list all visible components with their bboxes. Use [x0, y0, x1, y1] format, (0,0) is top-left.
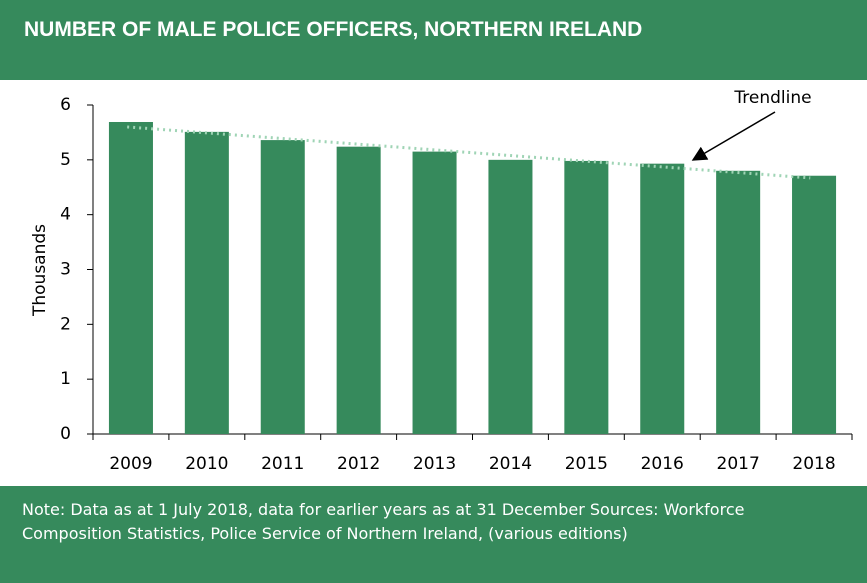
y-tick-label: 6	[60, 95, 71, 115]
bar	[640, 163, 685, 434]
x-tick-label: 2010	[185, 454, 228, 474]
y-tick-label: 4	[60, 205, 71, 225]
trendline	[127, 125, 811, 180]
footer: Note: Data as at 1 July 2018, data for e…	[0, 486, 867, 583]
chart: Thousands 0 1 2 3 4 5 6 2009 2010 2011 2012 2013 201…	[30, 88, 853, 474]
x-tick-label: 2013	[413, 454, 456, 474]
x-tick-label: 2009	[109, 454, 152, 474]
trendline-arrow	[691, 111, 776, 161]
y-axis-label: Thousands	[30, 224, 50, 317]
bar	[184, 131, 229, 434]
bar	[260, 140, 305, 435]
header: NUMBER OF MALE POLICE OFFICERS, NORTHERN…	[0, 0, 867, 80]
trendline-label: Trendline	[733, 88, 811, 108]
bar	[336, 146, 381, 434]
bar	[108, 121, 153, 434]
bar	[716, 170, 761, 435]
y-tick-label: 5	[60, 150, 71, 170]
x-tick-label: 2012	[337, 454, 380, 474]
chart-title: NUMBER OF MALE POLICE OFFICERS, NORTHERN…	[24, 18, 643, 41]
bar	[488, 159, 533, 434]
x-tick-label: 2015	[565, 454, 608, 474]
x-tick-label: 2016	[641, 454, 684, 474]
bar	[792, 175, 837, 435]
y-tick-label: 0	[60, 424, 71, 444]
bar	[564, 160, 609, 434]
x-tick-label: 2014	[489, 454, 532, 474]
y-tick-label: 3	[60, 260, 71, 280]
y-tick-label: 1	[60, 369, 71, 389]
x-tick-label: 2018	[792, 454, 835, 474]
note: Note: Data as at 1 July 2018, data for e…	[22, 500, 745, 543]
y-tick-label: 2	[60, 314, 71, 334]
x-tick-label: 2017	[717, 454, 760, 474]
bar	[412, 151, 457, 434]
x-tick-label: 2011	[261, 454, 304, 474]
